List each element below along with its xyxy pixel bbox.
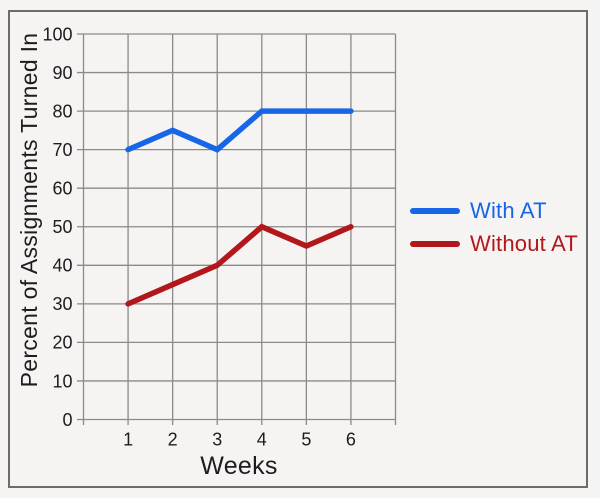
y-tick-label: 80 xyxy=(52,101,72,121)
legend-label-with-at: With AT xyxy=(470,198,547,223)
legend-swatch-with-at xyxy=(410,208,460,214)
legend-item-without-at: Without AT xyxy=(410,230,578,258)
y-tick-label: 100 xyxy=(42,24,72,44)
x-tick-label: 4 xyxy=(257,430,267,450)
legend-item-with-at: With AT xyxy=(410,197,578,225)
y-axis-title: Percent of Assignments Turned In xyxy=(16,32,42,388)
figure-frame xyxy=(8,10,588,488)
legend-label-without-at: Without AT xyxy=(470,231,578,256)
series-line-with-at xyxy=(125,108,354,153)
legend-swatch-without-at xyxy=(410,241,460,247)
x-axis-title: Weeks xyxy=(200,452,278,480)
y-tick-label: 20 xyxy=(52,333,72,353)
series-line-without-at xyxy=(125,223,354,307)
y-tick-label: 0 xyxy=(62,410,72,430)
x-tick-label: 6 xyxy=(346,430,356,450)
x-tick-label: 3 xyxy=(212,430,222,450)
y-tick-label: 10 xyxy=(52,371,72,391)
y-tick-label: 60 xyxy=(52,179,72,199)
y-tick-label: 70 xyxy=(52,140,72,160)
y-tick-label: 50 xyxy=(52,217,72,237)
legend: With AT Without AT xyxy=(410,197,578,258)
x-tick-label: 2 xyxy=(168,430,178,450)
x-tick-label: 5 xyxy=(301,430,311,450)
y-tick-label: 30 xyxy=(52,294,72,314)
y-tick-label: 40 xyxy=(52,256,72,276)
y-tick-label: 90 xyxy=(52,63,72,83)
x-tick-label: 1 xyxy=(123,430,133,450)
